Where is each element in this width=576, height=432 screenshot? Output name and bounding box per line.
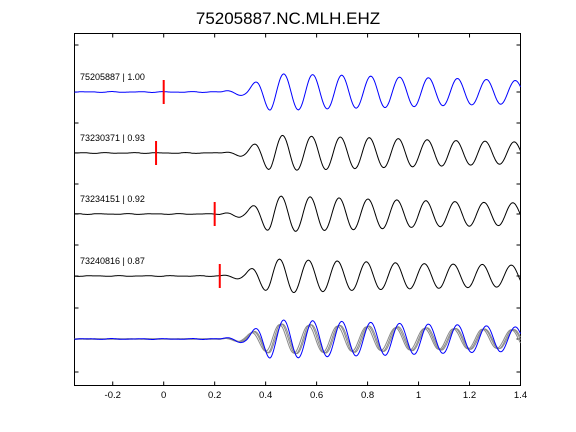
x-tick-label: 0.6: [310, 390, 323, 401]
x-tick-label: 0.8: [361, 390, 374, 401]
trace-label-1: 73230371 | 0.93: [80, 133, 145, 143]
x-tick-label: 0: [161, 390, 166, 401]
x-tick-label: 1: [416, 390, 421, 401]
y-axis-ticks: [74, 44, 521, 373]
x-tick-label: 0.2: [208, 390, 221, 401]
stack-reference-line: [74, 319, 521, 359]
x-tick-label: -0.2: [105, 390, 121, 401]
trace-label-2: 73234151 | 0.92: [80, 194, 145, 204]
plot-frame: [74, 33, 521, 386]
chart-title: 75205887.NC.MLH.EHZ: [196, 9, 380, 28]
trace-label-3: 73240816 | 0.87: [80, 256, 145, 266]
trace-line-3: [74, 258, 521, 294]
x-tick-label: 0.4: [259, 390, 272, 401]
pick-marker-group: [155, 80, 221, 288]
trace-line-0: [74, 73, 521, 111]
trace-group: [74, 73, 521, 359]
trace-line-2: [74, 195, 521, 232]
trace-label-group: 75205887 | 1.00 73230371 | 0.93 73234151 |…: [80, 72, 145, 266]
x-tick-label: 1.2: [463, 390, 476, 401]
trace-line-1: [74, 134, 521, 171]
x-axis: -0.2 0 0.2 0.4 0.6 0.8 1 1.2 1.4: [105, 33, 527, 401]
x-tick-label: 1.4: [514, 390, 527, 401]
trace-label-0: 75205887 | 1.00: [80, 72, 145, 82]
